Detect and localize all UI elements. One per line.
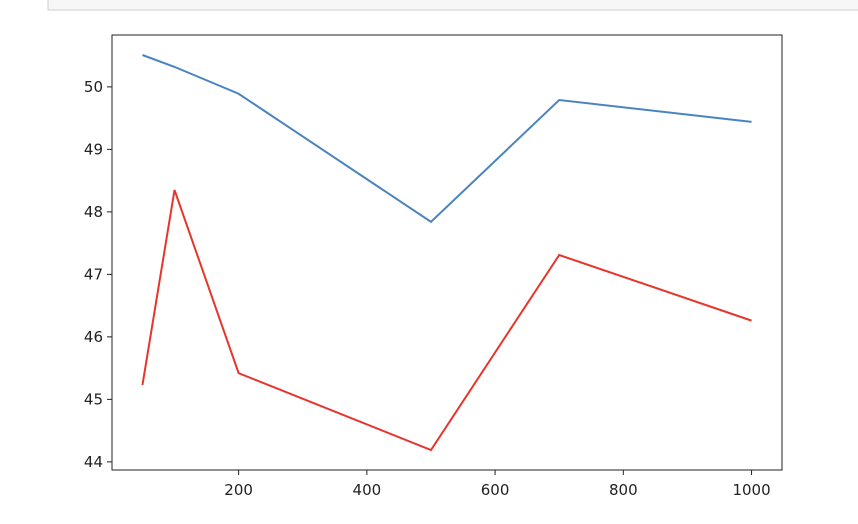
y-tick-label: 50 <box>84 78 103 96</box>
y-tick-label: 48 <box>84 203 103 221</box>
line-series <box>142 54 752 224</box>
x-tick-label: 200 <box>224 481 253 499</box>
y-tick-label: 49 <box>84 140 103 158</box>
y-tick-label: 46 <box>84 328 103 346</box>
x-tick-label: 1000 <box>732 481 770 499</box>
y-tick-label: 45 <box>84 390 103 408</box>
y-tick-label: 47 <box>84 265 103 283</box>
line-series <box>141 189 752 452</box>
x-tick-label: 800 <box>609 481 638 499</box>
x-tick-label: 400 <box>353 481 382 499</box>
x-tick-label: 600 <box>481 481 510 499</box>
axes-frame <box>111 34 783 471</box>
notebook-cell <box>47 0 858 11</box>
y-tick-label: 44 <box>84 453 103 471</box>
